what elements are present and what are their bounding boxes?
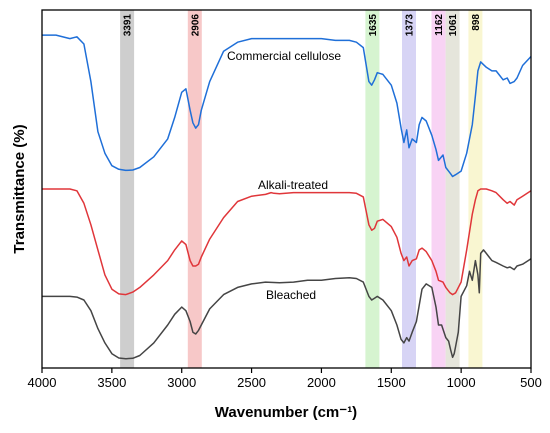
x-tick-label-2000: 2000 bbox=[307, 375, 336, 390]
x-tick-label-4000: 4000 bbox=[28, 375, 57, 390]
band-label-1162: 1162 bbox=[434, 14, 445, 36]
plot-frame bbox=[41, 9, 532, 369]
series-line-alkali-treated bbox=[42, 188, 532, 296]
series-line-commercial-cellulose bbox=[42, 34, 532, 178]
band-label-2906: 2906 bbox=[190, 14, 201, 37]
x-tick-label-500: 500 bbox=[520, 375, 542, 390]
band-3391 bbox=[120, 10, 135, 368]
series-line-bleached bbox=[42, 249, 532, 360]
x-axis-ticks: 4000 3500 3000 2500 2000 1500 1000 500 bbox=[28, 368, 542, 390]
spectra-lines bbox=[42, 34, 532, 360]
x-axis-title: Wavenumber (cm⁻¹) bbox=[215, 404, 357, 421]
series-label-bleached: Bleached bbox=[266, 288, 316, 302]
band-label-898: 898 bbox=[471, 14, 482, 31]
x-tick-label-2500: 2500 bbox=[237, 375, 266, 390]
band-1373 bbox=[402, 10, 416, 368]
x-tick-label-1000: 1000 bbox=[447, 375, 476, 390]
band-label-1061: 1061 bbox=[448, 14, 459, 37]
series-label-alkali-treated: Alkali-treated bbox=[258, 178, 328, 192]
x-tick-label-3500: 3500 bbox=[97, 375, 126, 390]
band-label-3391: 3391 bbox=[123, 14, 134, 37]
y-axis-title: Transmittance (%) bbox=[11, 124, 28, 253]
band-label-1373: 1373 bbox=[405, 14, 416, 37]
band-1635 bbox=[365, 10, 380, 368]
x-tick-label-3000: 3000 bbox=[167, 375, 196, 390]
band-1061 bbox=[445, 10, 460, 368]
band-2906 bbox=[187, 10, 202, 368]
band-1162 bbox=[431, 10, 446, 368]
series-label-commercial-cellulose: Commercial cellulose bbox=[227, 49, 341, 63]
band-label-1635: 1635 bbox=[368, 14, 379, 37]
x-tick-label-1500: 1500 bbox=[377, 375, 406, 390]
